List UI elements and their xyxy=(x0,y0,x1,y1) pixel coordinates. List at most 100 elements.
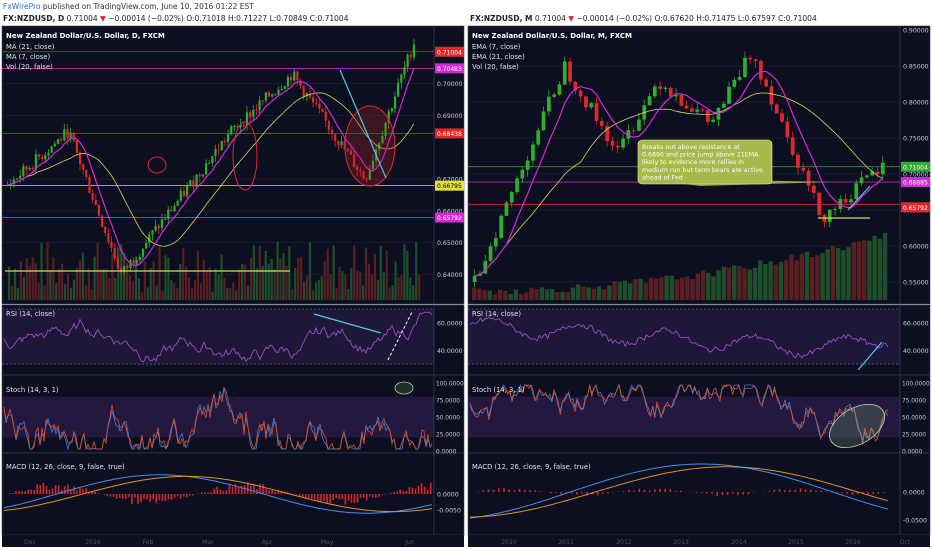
macd-hist-bar xyxy=(82,488,84,494)
candle-body xyxy=(116,258,119,269)
macd-hist-bar xyxy=(79,488,81,494)
volume-bar xyxy=(108,278,111,300)
candle-body xyxy=(737,76,742,80)
right-price-tick: 0.55000 xyxy=(903,280,929,287)
candle-body xyxy=(271,94,274,97)
macd-hist-bar xyxy=(85,488,87,494)
candle-body xyxy=(362,171,365,179)
volume-bar xyxy=(102,269,105,300)
right-low: L:0.67597 xyxy=(737,14,776,23)
macd-hist-bar xyxy=(164,494,167,501)
left-stoch-tick: 75.0000 xyxy=(436,399,460,405)
candle-body xyxy=(69,132,72,139)
volume-bar xyxy=(211,291,214,300)
candle-body xyxy=(151,230,154,235)
candle-body xyxy=(409,54,412,58)
volume-bar xyxy=(406,250,409,300)
trend-line xyxy=(339,69,387,179)
candle-body xyxy=(400,74,403,83)
candle-body xyxy=(119,268,123,273)
volume-bar xyxy=(867,240,872,300)
candle-body xyxy=(100,215,104,227)
candle-body xyxy=(201,174,204,177)
candle-body xyxy=(214,149,217,156)
macd-hist-bar xyxy=(773,489,776,492)
candle-body xyxy=(406,54,409,68)
right-macd-tick: -0.0500 xyxy=(903,518,927,525)
volume-bar xyxy=(75,267,79,300)
volume-bar xyxy=(830,245,836,300)
volume-bar xyxy=(28,266,31,300)
macd-hist-bar xyxy=(70,490,72,494)
macd-hist-bar xyxy=(799,488,802,492)
candle-body xyxy=(764,79,769,87)
candle-body xyxy=(838,198,843,209)
candle-body xyxy=(154,226,157,231)
macd-hist-bar xyxy=(182,494,185,497)
volume-bar xyxy=(628,283,633,300)
macd-line xyxy=(3,474,433,514)
right-symbol: FX:NZDUSD, M xyxy=(470,14,533,23)
macd-hist-bar xyxy=(674,491,677,492)
volume-bar xyxy=(55,283,58,300)
candle-body xyxy=(163,218,167,220)
candle-body xyxy=(182,190,186,197)
volume-bar xyxy=(67,273,70,300)
macd-hist-bar xyxy=(240,486,243,494)
candle-body xyxy=(189,180,192,186)
volume-bar xyxy=(617,281,622,300)
macd-hist-bar xyxy=(732,492,734,494)
volume-bar xyxy=(391,285,394,300)
right-price-marker-bg xyxy=(901,177,930,188)
candle-body xyxy=(252,109,255,118)
volume-bar xyxy=(152,261,155,300)
left-price-marker: 0.66795 xyxy=(437,183,462,190)
candle-body xyxy=(817,192,822,215)
volume-bar xyxy=(72,279,76,300)
candle-body xyxy=(843,198,848,203)
volume-bar xyxy=(804,251,810,300)
macd-hist-bar xyxy=(356,494,359,503)
volume-bar xyxy=(789,254,794,300)
volume-bar xyxy=(16,287,20,300)
rsi-line xyxy=(469,316,889,359)
macd-hist-bar xyxy=(347,494,350,501)
candle-body xyxy=(397,82,400,97)
volume-bar xyxy=(81,252,84,300)
brand-link[interactable]: FxWirePro xyxy=(3,2,41,11)
candle-body xyxy=(785,121,790,138)
candle-body xyxy=(308,93,312,98)
candle-body xyxy=(352,154,356,167)
candle-body xyxy=(223,140,227,142)
volume-bar xyxy=(747,269,752,300)
candle-body xyxy=(525,160,530,170)
macd-hist-bar xyxy=(265,488,267,494)
candle-body xyxy=(743,57,747,77)
left-time-tick: Apr xyxy=(262,539,273,546)
macd-hist-bar xyxy=(381,494,383,495)
candle-body xyxy=(160,219,164,229)
candle-body xyxy=(796,154,800,168)
volume-bar xyxy=(117,247,120,300)
left-macd-tick: 0.0000 xyxy=(437,492,459,499)
right-pane-1 xyxy=(467,304,901,376)
candle-body xyxy=(674,94,678,97)
macd-hist-bar xyxy=(867,492,869,496)
volume-bar xyxy=(846,247,851,300)
macd-hist-bar xyxy=(700,492,703,493)
volume-bar xyxy=(300,256,303,300)
rsi-line xyxy=(3,311,433,363)
candle-body xyxy=(610,140,615,146)
candle-body xyxy=(47,152,50,156)
macd-hist-bar xyxy=(550,492,552,494)
candle-body xyxy=(880,162,885,175)
candle-body xyxy=(615,145,620,148)
candle-body xyxy=(806,170,811,186)
macd-hist-bar xyxy=(201,492,203,494)
macd-hist-bar xyxy=(669,489,672,492)
macd-hist-bar xyxy=(747,492,750,495)
candle-body xyxy=(758,60,763,80)
volume-bar xyxy=(13,268,17,300)
left-macd-tick: -0.0050 xyxy=(437,508,461,515)
